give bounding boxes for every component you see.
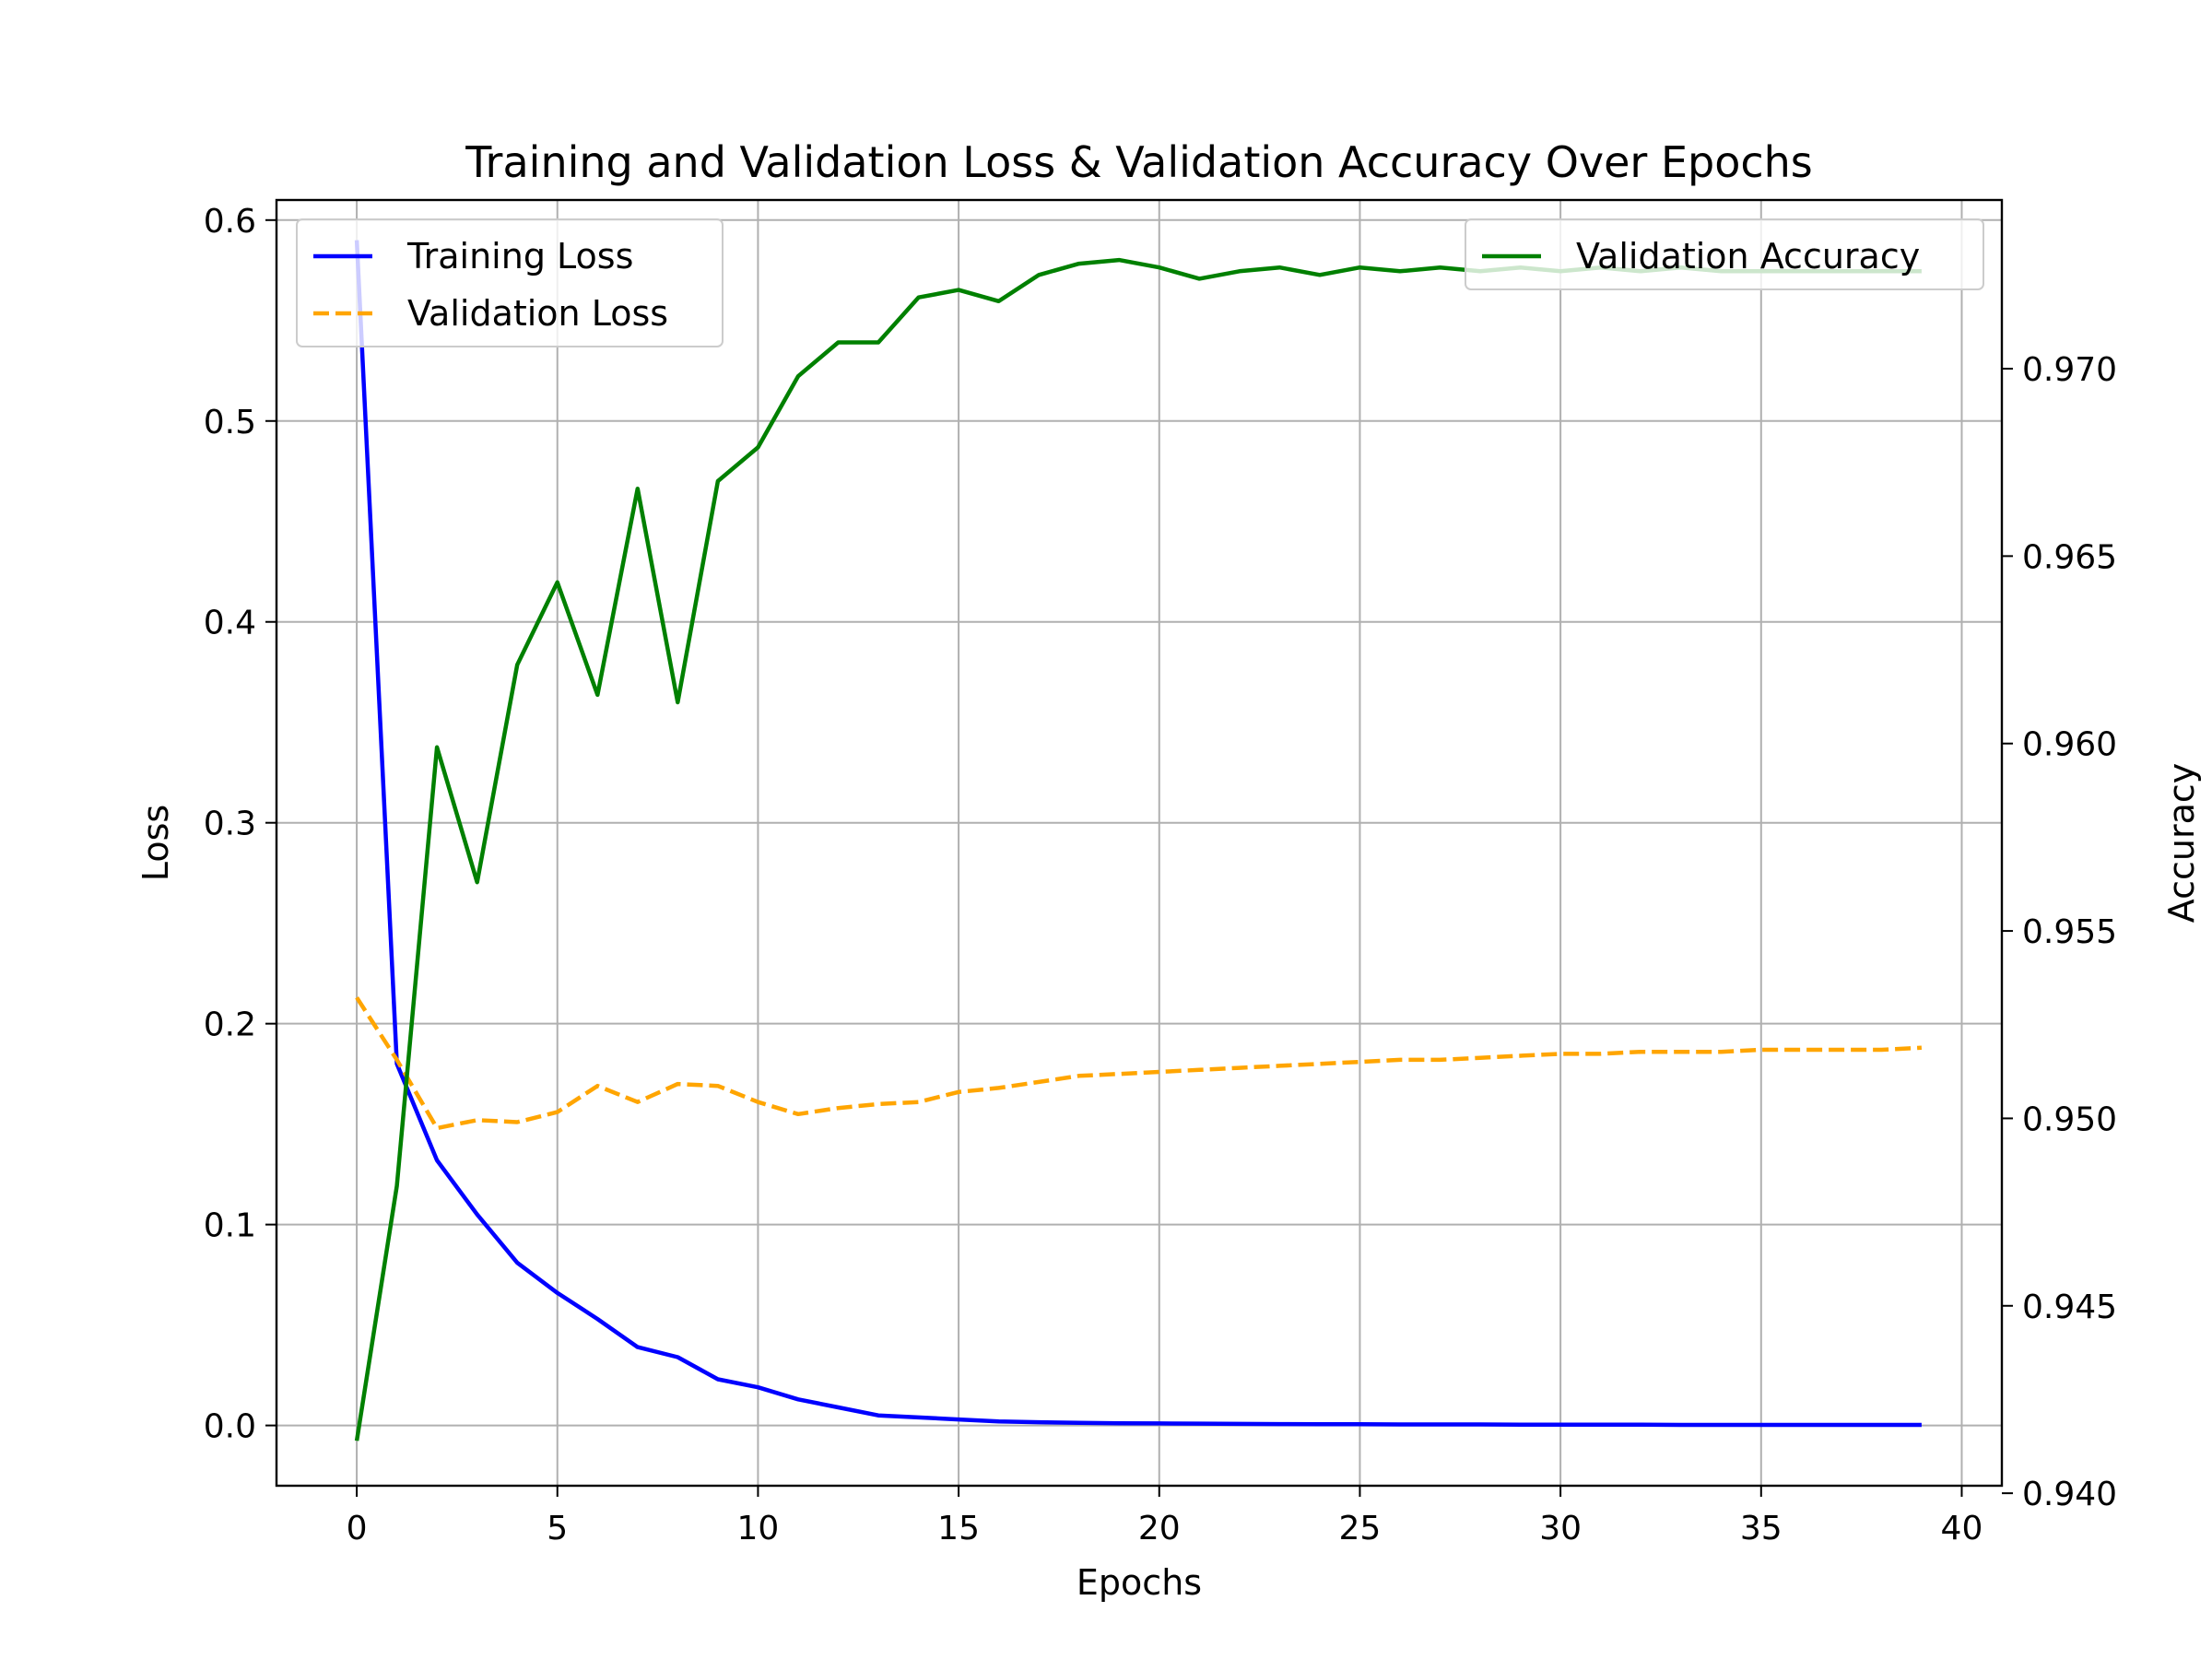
y-tick-label-right: 0.965 <box>2022 538 2117 576</box>
series-line-training-loss <box>354 240 1922 1428</box>
y-tick-label-right: 0.955 <box>2022 913 2117 951</box>
y-tick-label-right: 0.960 <box>2022 726 2117 764</box>
x-tick-label: 0 <box>347 1510 368 1547</box>
plot-frame <box>275 198 2004 1488</box>
x-tick-label: 20 <box>1138 1510 1181 1547</box>
y-tick-label-left: 0.2 <box>204 1006 256 1044</box>
y-axis-label-right: Accuracy <box>2161 763 2202 924</box>
legend-label: Training Loss <box>406 236 633 276</box>
y-tick-label-left: 0.4 <box>204 605 256 642</box>
y-tick-label-left: 0.1 <box>204 1207 256 1245</box>
x-tick-label: 10 <box>737 1510 780 1547</box>
legend-box <box>1465 218 1984 290</box>
y-tick-label-right: 0.940 <box>2022 1476 2117 1513</box>
x-tick-label: 30 <box>1539 1510 1582 1547</box>
y-tick-label-left: 0.5 <box>204 404 256 441</box>
x-tick-label: 35 <box>1740 1510 1783 1547</box>
y-tick-label-right: 0.945 <box>2022 1288 2117 1326</box>
legend-label: Validation Accuracy <box>1576 236 1920 276</box>
series-line-validation-loss <box>355 996 1923 1131</box>
legend-box <box>296 218 724 347</box>
x-tick-label: 25 <box>1339 1510 1382 1547</box>
x-tick-label: 40 <box>1941 1510 1983 1547</box>
chart-title: Training and Validation Loss & Validatio… <box>465 137 1813 187</box>
x-tick-label: 15 <box>937 1510 980 1547</box>
y-tick-label-right: 0.950 <box>2022 1100 2117 1138</box>
y-tick-label-right: 0.970 <box>2022 351 2117 389</box>
legend-left: Training Loss Validation Loss <box>296 218 724 347</box>
y-tick-label-left: 0.6 <box>204 203 256 241</box>
legend-label: Validation Loss <box>407 293 668 334</box>
axis-ticks: 0 5 10 15 20 25 30 35 40 0.0 0.1 0.2 0.3 0.4 0.5 0.6 0.9… <box>204 203 2117 1547</box>
x-axis-label: Epochs <box>1077 1562 1202 1603</box>
y-axis-label-left: Loss <box>135 805 176 881</box>
y-tick-label-left: 0.3 <box>204 806 256 843</box>
y-tick-label-left: 0.0 <box>204 1408 256 1446</box>
legend-right: Validation Accuracy <box>1465 218 1984 290</box>
x-tick-label: 5 <box>547 1510 568 1547</box>
